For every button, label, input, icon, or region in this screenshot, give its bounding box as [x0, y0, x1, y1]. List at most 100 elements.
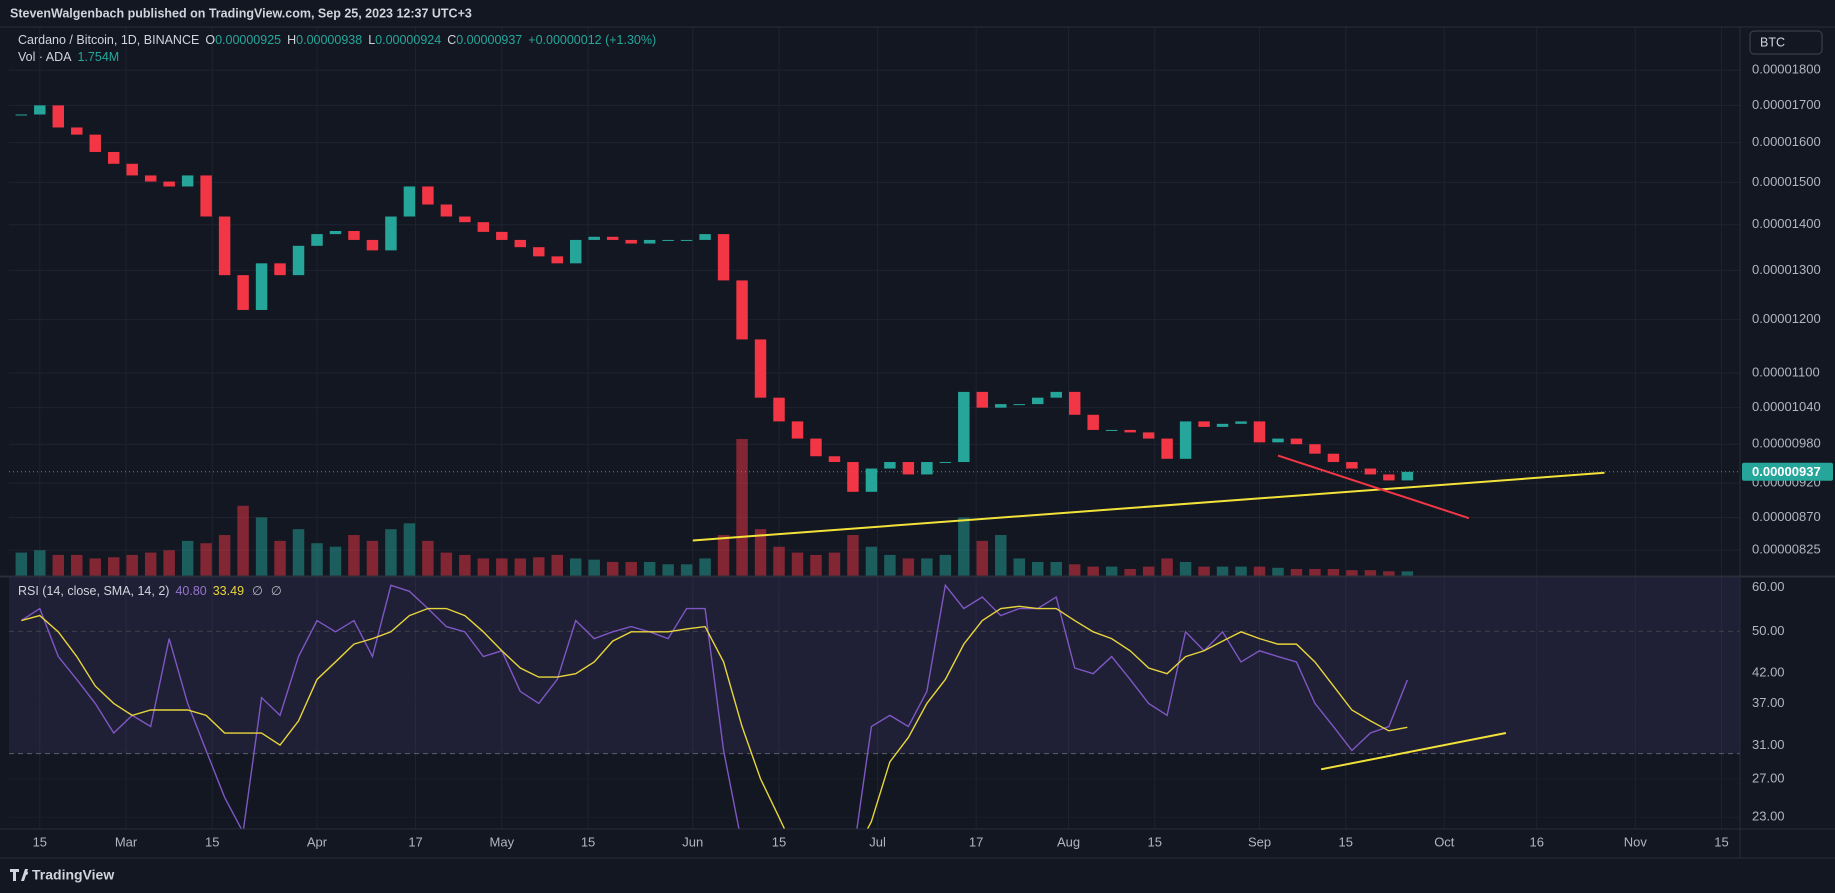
x-tick-label: 15 [1339, 834, 1353, 849]
x-tick-label: Jul [869, 834, 886, 849]
volume-bar [1364, 570, 1377, 576]
y-tick-label: 0.00001100 [1752, 365, 1820, 380]
candle [477, 222, 490, 232]
candle [181, 175, 194, 187]
candle [1290, 438, 1303, 445]
high-value: 0.00000938 [296, 33, 362, 47]
footer-logo[interactable]: TradingView [10, 867, 114, 883]
candle [1383, 474, 1395, 481]
candle [1309, 444, 1321, 454]
x-tick-label: 17 [969, 834, 983, 849]
candle [348, 230, 360, 240]
candle [754, 339, 767, 398]
currency-button[interactable]: BTC [1749, 30, 1823, 55]
candle [1050, 391, 1062, 398]
volume-bar [551, 554, 563, 576]
volume-bar [71, 554, 83, 576]
x-tick-label: 15 [205, 834, 219, 849]
rsi-tick-label: 42.00 [1752, 665, 1785, 680]
y-tick-label: 0.00001400 [1752, 216, 1821, 231]
rsi-tick-label: 50.00 [1752, 623, 1785, 638]
volume-bar [1142, 566, 1155, 576]
volume-bar [311, 543, 323, 576]
candle [1272, 438, 1284, 443]
volume-bar [1346, 570, 1358, 576]
rsi-band [9, 577, 1740, 754]
candle [828, 456, 841, 463]
volume-bar [348, 535, 360, 576]
rsi-tick-label: 27.00 [1752, 770, 1785, 785]
volume-bar [422, 540, 434, 576]
candle [1105, 429, 1118, 431]
candle [976, 391, 989, 408]
volume-bar [1272, 567, 1284, 576]
volume-bar [1401, 571, 1414, 576]
volume-bar [1235, 566, 1247, 576]
volume-bar [1290, 568, 1303, 576]
volume-bar [865, 546, 878, 576]
empty-1: ∅ [252, 584, 263, 598]
rsi-legend: RSI (14, close, SMA, 14, 2) 40.80 33.49 ∅ ∅ [18, 584, 282, 598]
volume-bar [736, 439, 748, 576]
currency-button-label[interactable]: BTC [1760, 35, 1785, 49]
volume-bar [1124, 568, 1136, 576]
volume-bar [921, 558, 933, 576]
x-tick-label: 15 [772, 834, 786, 849]
rsi-line [21, 605, 1408, 829]
trend-line [1277, 454, 1470, 520]
x-tick-label: Mar [115, 834, 138, 849]
candle [588, 236, 600, 240]
y-tick-label: 0.00001200 [1752, 311, 1821, 326]
candle [107, 151, 120, 164]
candle [699, 234, 711, 240]
logo-mark[interactable] [10, 869, 29, 881]
candle [1032, 397, 1044, 405]
x-tick-label: Jun [682, 834, 703, 849]
candle [1161, 438, 1173, 459]
rsi-tick-label: 60.00 [1752, 579, 1785, 594]
volume-bar [1013, 558, 1025, 576]
candle [902, 462, 915, 475]
candle [496, 231, 508, 240]
rsi-value: 40.80 [175, 584, 206, 598]
volume-legend: Vol · ADA 1.754M [18, 50, 119, 64]
y-tick-label: 0.00001800 [1752, 62, 1821, 77]
x-tick-label: Nov [1624, 834, 1648, 849]
volume-bar [1161, 558, 1173, 576]
currency-button-box[interactable] [1749, 30, 1823, 55]
y-tick-label: 0.00001300 [1752, 262, 1821, 277]
x-tick-label: Sep [1248, 834, 1271, 849]
volume-bar [292, 529, 305, 576]
x-tick-label: 15 [33, 834, 47, 849]
candle [218, 216, 231, 276]
candle [514, 239, 527, 248]
x-tick-label: May [490, 834, 515, 849]
volume-bar [1032, 561, 1044, 576]
candle [958, 391, 970, 463]
volume-bar [459, 554, 471, 576]
candle [995, 404, 1007, 408]
trend-line [1320, 732, 1507, 771]
candle [440, 204, 453, 217]
volume-bar [366, 540, 379, 576]
candle [884, 462, 896, 469]
volume-bar [939, 554, 952, 576]
y-tick-label: 0.00000870 [1752, 509, 1821, 524]
candle [791, 421, 804, 439]
logo-text[interactable]: TradingView [32, 867, 114, 883]
rsi-tick-label: 23.00 [1752, 809, 1785, 824]
candle [1142, 432, 1155, 439]
x-tick-label: 15 [1714, 834, 1728, 849]
candle [717, 234, 730, 281]
candle [274, 263, 286, 276]
candle [551, 256, 563, 264]
volume-bar [237, 505, 249, 576]
candle [625, 239, 637, 244]
low-key: L [368, 33, 375, 47]
x-tick-label: Aug [1057, 834, 1080, 849]
last-price-box [1742, 462, 1833, 481]
candle [366, 239, 379, 251]
volume-bar [200, 543, 212, 576]
candle [422, 186, 434, 205]
symbol-legend: Cardano / Bitcoin, 1D, BINANCE O0.0000092… [18, 33, 656, 47]
